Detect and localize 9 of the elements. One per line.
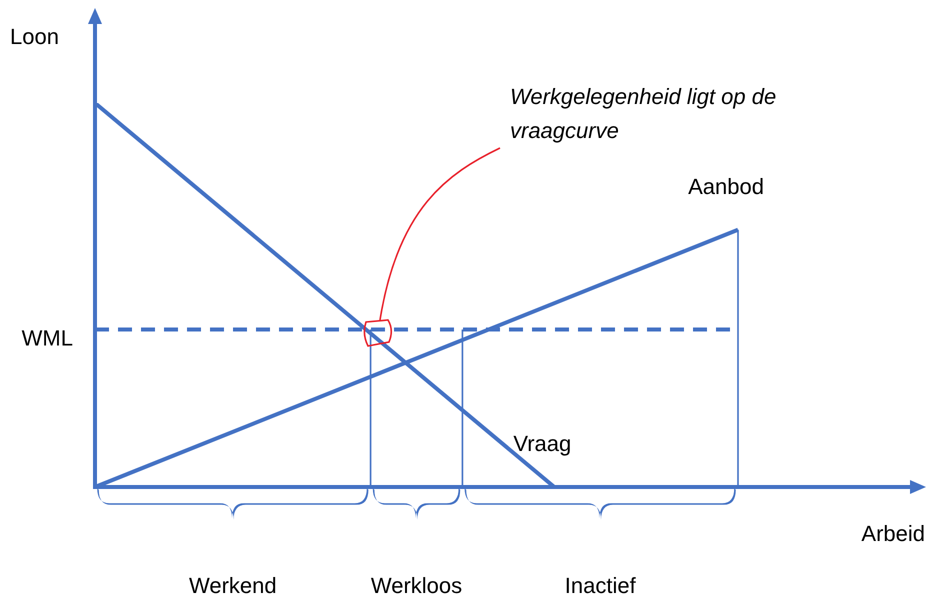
series-label: Vraag <box>513 431 572 456</box>
text: Werkloos <box>370 573 462 598</box>
annotation: Werkgelegenheid ligt op de vraagcurve <box>510 84 776 144</box>
text: Inactief <box>564 573 637 598</box>
text: Werkend <box>188 573 277 598</box>
series-label: Aanbod <box>688 174 764 199</box>
y-axis-title: Loon <box>10 24 59 50</box>
series-label: WML <box>22 326 73 351</box>
text: Arbeid <box>861 521 925 546</box>
